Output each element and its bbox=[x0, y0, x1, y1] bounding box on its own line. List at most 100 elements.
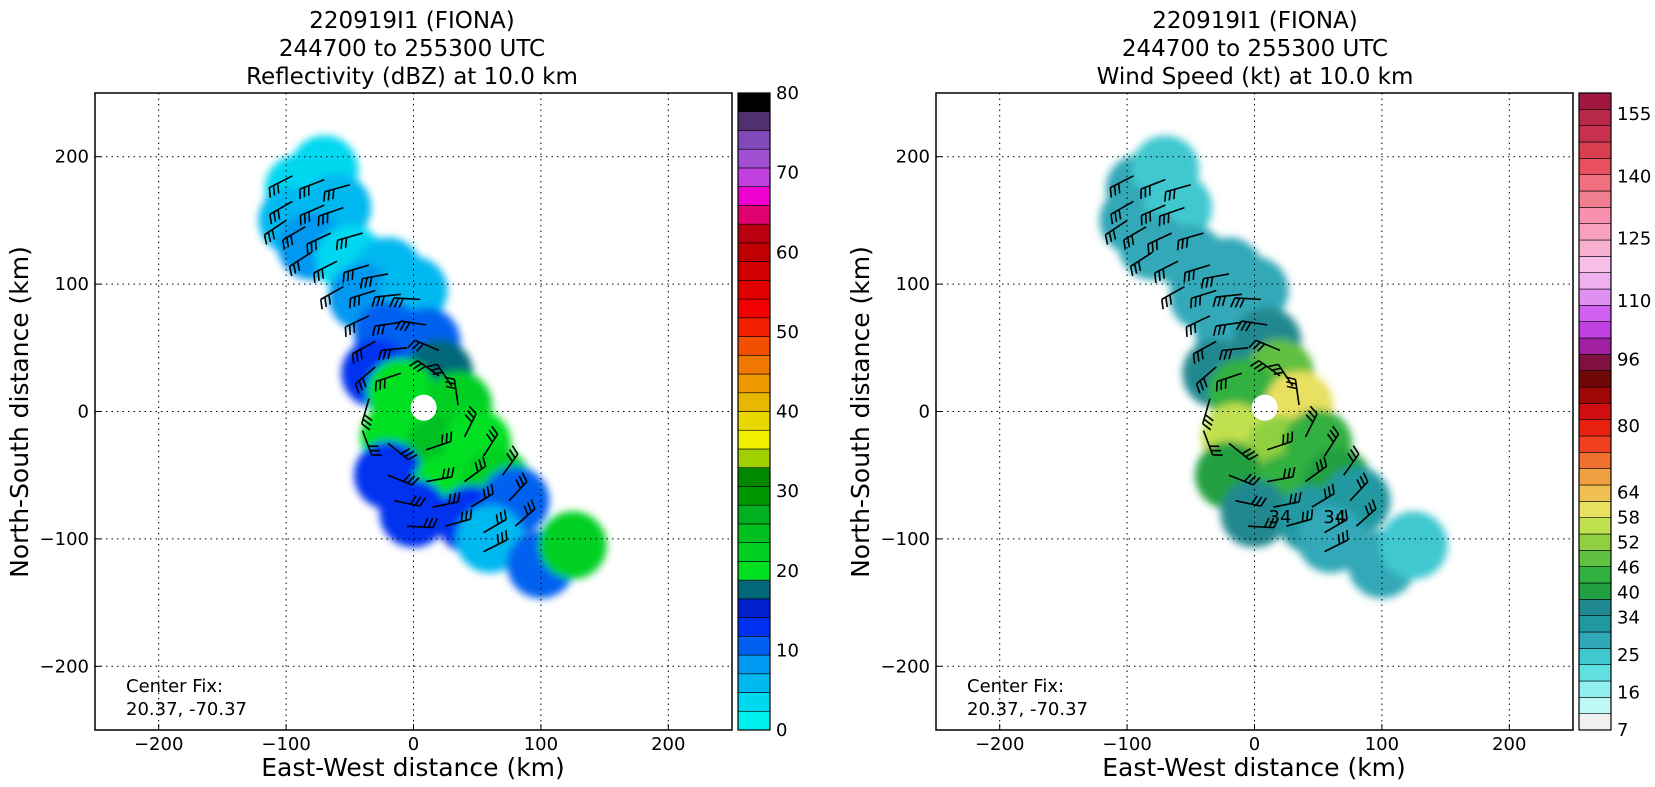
wind-barb-34 bbox=[482, 425, 499, 457]
wind-barb-16 bbox=[371, 293, 401, 307]
field-cell-21 bbox=[1220, 479, 1289, 548]
wind-barb-24 bbox=[354, 366, 376, 394]
colorbar-segment-17 bbox=[1578, 435, 1612, 453]
colorbar-segment-1 bbox=[737, 692, 771, 712]
wind-barb-44 bbox=[1286, 509, 1314, 527]
colorbar-tick-8: 64 bbox=[1617, 483, 1640, 504]
wind-barb-15 bbox=[349, 289, 376, 309]
wind-barb-23 bbox=[1248, 339, 1281, 352]
colorbar-tick-9: 80 bbox=[1617, 416, 1640, 437]
wind-barb-9 bbox=[1176, 232, 1204, 251]
wind-barb-36 bbox=[1267, 466, 1296, 483]
wind-barb-13 bbox=[1200, 273, 1230, 289]
colorbar-segment-21 bbox=[737, 317, 771, 337]
wind-barb-11 bbox=[1154, 260, 1179, 283]
wind-barb-9 bbox=[335, 232, 363, 251]
wind-barb-2 bbox=[323, 183, 351, 202]
wind-barb-47 bbox=[483, 529, 508, 553]
wind-barb-1 bbox=[1140, 178, 1166, 199]
colorbar-segment-19 bbox=[1578, 403, 1612, 420]
wind-speed-panel: 220919I1 (FIONA) 244700 to 255300 UTC Wi… bbox=[846, 8, 1651, 782]
x-axis-label: East-West distance (km) bbox=[1102, 753, 1406, 782]
center-fix-value: 20.37, -70.37 bbox=[126, 699, 247, 720]
y-tick-label-3: 100 bbox=[896, 274, 930, 295]
wind-barb-21 bbox=[351, 340, 376, 364]
contour-label-1: 34 bbox=[1323, 507, 1346, 528]
panel-title-line-3: Wind Speed (kt) at 10.0 km bbox=[1097, 64, 1414, 90]
colorbar-segment-26 bbox=[737, 223, 771, 244]
colorbar-segment-28 bbox=[737, 186, 771, 206]
wind-barb-19 bbox=[371, 321, 401, 336]
colorbar-segment-22 bbox=[1578, 354, 1612, 371]
colorbar-segment-32 bbox=[1578, 190, 1612, 208]
center-fix-label: Center Fix: bbox=[126, 676, 223, 697]
wind-barb-22 bbox=[1218, 347, 1249, 361]
colorbar-tick-5: 50 bbox=[776, 322, 799, 343]
wind-barb-40 bbox=[1273, 491, 1302, 508]
wind-barb-16 bbox=[1212, 293, 1242, 307]
x-tick-label-4: 200 bbox=[651, 734, 685, 755]
colorbar-segment-15 bbox=[737, 429, 771, 450]
x-tick-label-0: −200 bbox=[975, 734, 1024, 755]
colorbar-segment-9 bbox=[737, 542, 771, 562]
x-axis-label: East-West distance (km) bbox=[261, 753, 565, 782]
reflectivity-colorbar: 0 10 20 30 40 50 60 70 80 bbox=[737, 83, 799, 741]
panel-title-line-2: 244700 to 255300 UTC bbox=[279, 36, 545, 62]
eye bbox=[410, 394, 437, 421]
colorbar-segment-26 bbox=[1578, 288, 1612, 306]
colorbar-segment-12 bbox=[1578, 517, 1612, 535]
center-fix-label: Center Fix: bbox=[967, 676, 1064, 697]
colorbar-segment-24 bbox=[1578, 321, 1612, 339]
x-tick-label-3: 100 bbox=[1365, 734, 1399, 755]
colorbar-tick-4: 40 bbox=[1617, 583, 1640, 604]
colorbar-segment-7 bbox=[737, 579, 771, 600]
wind-barb-8 bbox=[1147, 232, 1173, 255]
colorbar-segment-1 bbox=[1578, 697, 1612, 714]
colorbar-segment-34 bbox=[1578, 158, 1612, 175]
wind-barb-38 bbox=[1343, 445, 1360, 476]
wind-barb-34 bbox=[1323, 425, 1340, 457]
wind-barb-3 bbox=[1110, 200, 1134, 225]
wind-barb-14 bbox=[1160, 285, 1185, 310]
wind-barb-33 bbox=[1304, 405, 1318, 438]
colorbar-segment-23 bbox=[737, 280, 771, 300]
wind-barb-40 bbox=[432, 491, 461, 508]
colorbar-tick-12: 125 bbox=[1617, 229, 1651, 250]
wind-barb-20 bbox=[1235, 320, 1268, 332]
wind-barb-31 bbox=[387, 442, 418, 461]
colorbar-segment-2 bbox=[1578, 680, 1612, 698]
wind-barb-36 bbox=[426, 466, 455, 483]
wind-barb-30 bbox=[361, 430, 382, 456]
wind-barb-44 bbox=[445, 509, 473, 527]
wind-barb-8 bbox=[306, 232, 332, 255]
panel-title-line-1: 220919I1 (FIONA) bbox=[309, 8, 515, 34]
wind-barb-17 bbox=[389, 297, 420, 308]
wind-barb-37 bbox=[463, 456, 487, 483]
x-tick-label-2: 0 bbox=[1249, 734, 1260, 755]
wind-barb-18 bbox=[344, 315, 370, 337]
wind-barb-13 bbox=[359, 273, 389, 289]
colorbar-segment-14 bbox=[737, 448, 771, 469]
reflectivity-field bbox=[258, 135, 607, 599]
field-cell-21 bbox=[379, 479, 448, 548]
wind-barbs bbox=[263, 175, 536, 553]
colorbar-segment-30 bbox=[737, 148, 771, 169]
colorbar-segment-38 bbox=[1578, 92, 1612, 110]
colorbar-tick-6: 52 bbox=[1617, 533, 1640, 554]
x-tick-label-1: −100 bbox=[261, 734, 310, 755]
colorbar-segment-16 bbox=[737, 411, 771, 431]
reflectivity-panel: 220919I1 (FIONA) 244700 to 255300 UTC Re… bbox=[5, 8, 799, 782]
colorbar-tick-4: 40 bbox=[776, 402, 799, 423]
colorbar-segment-25 bbox=[1578, 305, 1612, 322]
colorbar-segment-4 bbox=[737, 636, 771, 656]
colorbar-tick-3: 30 bbox=[776, 481, 799, 502]
colorbar-tick-5: 46 bbox=[1617, 558, 1640, 579]
y-tick-label-4: 200 bbox=[896, 147, 930, 168]
wind-barb-10 bbox=[1129, 251, 1154, 277]
wind-barb-0 bbox=[1109, 175, 1134, 198]
wind-barb-6 bbox=[1104, 219, 1128, 245]
wind-barb-21 bbox=[1192, 340, 1217, 364]
colorbar-tick-0: 0 bbox=[776, 720, 787, 741]
colorbar-segment-22 bbox=[737, 298, 771, 319]
